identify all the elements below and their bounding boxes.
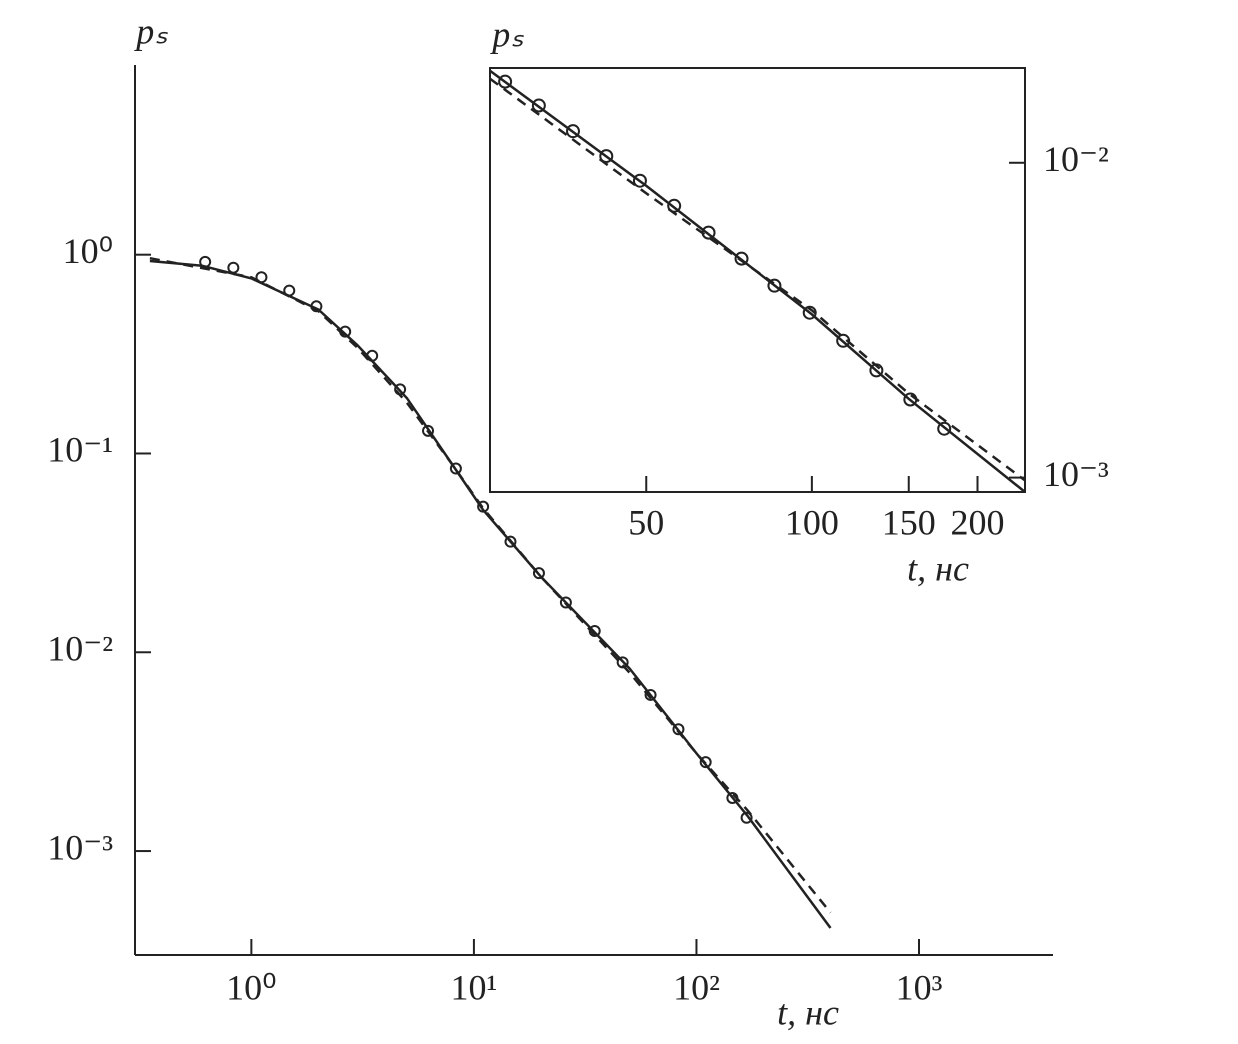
- x-tick-label: 10⁰: [226, 967, 276, 1007]
- x-axis-label: t, нс: [777, 992, 839, 1032]
- dashed-curve: [149, 256, 832, 914]
- dashed-curve: [489, 77, 1026, 482]
- solid-curve: [489, 69, 1026, 493]
- chart-panel: 50 100 150 200 10⁻² 10⁻³ pₛ t, нс: [489, 14, 1109, 588]
- x-tick-label: 200: [950, 502, 1004, 542]
- y-tick-label: 10⁰: [63, 231, 113, 271]
- x-tick-label: 50: [628, 502, 664, 542]
- data-point: [227, 261, 240, 274]
- y-tick-label: 10⁻²: [1043, 139, 1109, 179]
- chart-panel: 10⁰ 10¹ 10² 10³ 10⁰ 10⁻¹ 10⁻² 10⁻³ pₛ t, нс: [47, 11, 1053, 1032]
- x-tick-label: 10³: [896, 967, 943, 1007]
- y-axis-label: pₛ: [489, 14, 524, 54]
- y-axis-label: pₛ: [133, 11, 168, 51]
- y-tick-label: 10⁻²: [47, 629, 113, 669]
- y-tick-label: 10⁻³: [47, 827, 113, 867]
- y-tick-label: 10⁻¹: [47, 430, 113, 470]
- x-tick-label: 10²: [673, 967, 720, 1007]
- plot-frame: [489, 67, 1026, 493]
- y-tick-label: 10⁻³: [1043, 454, 1109, 494]
- x-axis-label: t, нс: [907, 548, 969, 588]
- x-tick-label: 10¹: [451, 967, 498, 1007]
- x-tick-label: 150: [882, 502, 936, 542]
- x-tick-label: 100: [785, 502, 839, 542]
